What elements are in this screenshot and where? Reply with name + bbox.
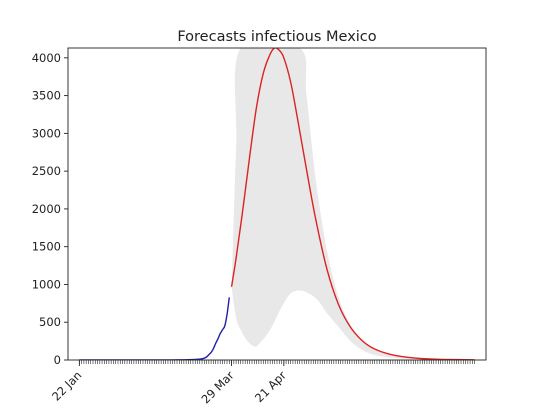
y-tick-label: 2000	[32, 202, 61, 216]
y-tick-label: 3000	[32, 126, 61, 140]
y-tick-label: 1000	[32, 277, 61, 291]
y-tick-label: 4000	[32, 51, 61, 65]
confidence-band	[231, 48, 475, 360]
y-tick-label: 3500	[32, 89, 61, 103]
y-tick-label: 0	[54, 353, 61, 367]
chart-title: Forecasts infectious Mexico	[177, 29, 376, 45]
y-tick-label: 500	[39, 315, 61, 329]
y-axis: 0 500 1000 1500 2000 2500 3000 3500 4000	[32, 51, 68, 367]
confidence-band-layer	[231, 48, 475, 360]
forecast-series-line	[230, 48, 475, 360]
y-tick-label: 2500	[32, 164, 61, 178]
y-tick-label: 1500	[32, 240, 61, 254]
